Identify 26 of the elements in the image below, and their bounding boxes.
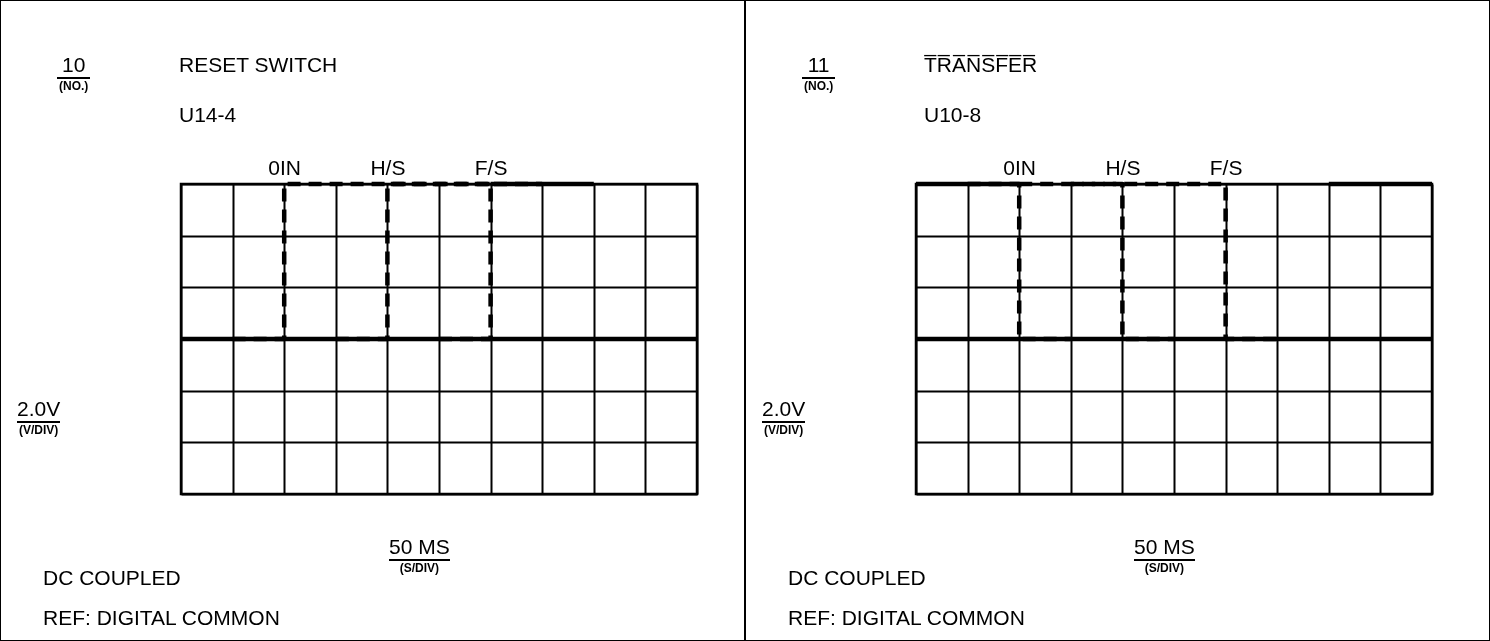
text: DC COUPLED: [788, 566, 926, 590]
chart-title: T̅R̅A̅N̅S̅F̅E̅R̅: [924, 53, 1038, 77]
chart-title: RESET SWITCH: [179, 53, 338, 77]
y-axis-title: 2.0V: [762, 397, 806, 421]
x-tick-label: 0IN: [268, 155, 302, 179]
text: 10: [61, 53, 87, 77]
text: (NO.): [57, 77, 91, 93]
text: REF: DIGITAL COMMON: [43, 606, 280, 630]
x-tick-label: F/S: [1209, 155, 1243, 179]
chart-subtitle: U10-8: [924, 103, 982, 127]
text: (NO.): [802, 77, 836, 93]
text: (V/DIV): [17, 421, 61, 437]
x-tick-label: F/S: [474, 155, 508, 179]
x-tick-label: 0IN: [1003, 155, 1037, 179]
text: (S/DIV): [1134, 559, 1195, 575]
y-axis-title: 2.0V: [17, 397, 61, 421]
x-tick-label: H/S: [1105, 155, 1141, 179]
x-axis-title: 50 MS: [389, 535, 450, 559]
text: 11: [806, 53, 831, 77]
chart-subtitle: U14-4: [179, 103, 237, 127]
x-tick-label: H/S: [370, 155, 406, 179]
text: REF: DIGITAL COMMON: [788, 606, 1025, 630]
x-axis-title: 50 MS: [1134, 535, 1195, 559]
text: (S/DIV): [389, 559, 450, 575]
text: (V/DIV): [762, 421, 806, 437]
text: DC COUPLED: [43, 566, 181, 590]
